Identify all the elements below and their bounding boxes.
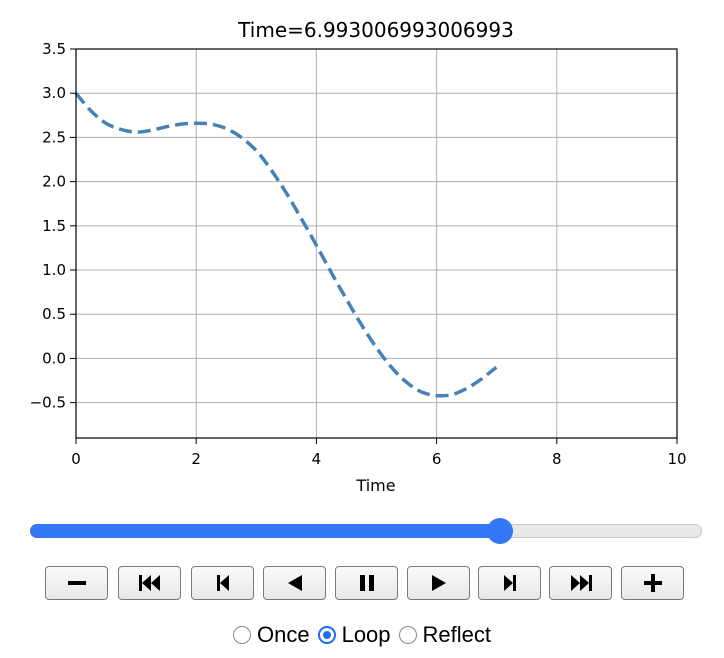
first-frame-icon <box>138 575 160 591</box>
previous-frame-button[interactable] <box>191 566 254 600</box>
pause-icon <box>359 575 374 591</box>
plot-frame <box>75 48 678 439</box>
x-axis-label: Time <box>355 476 395 495</box>
grid-lines <box>75 48 678 438</box>
reflect-radio[interactable] <box>398 626 417 644</box>
y-tick-label: 1.5 <box>42 217 66 235</box>
increase-speed-button[interactable] <box>621 566 684 600</box>
x-tick-label: 8 <box>552 450 562 468</box>
axis-ticks: 0 2 4 6 8 10 −0.5 0.0 0.5 1.0 1.5 2.0 2.5 3.0 3.5 <box>30 40 687 468</box>
loop-label: Loop <box>341 622 391 647</box>
series-line <box>74 92 498 398</box>
mode-reflect[interactable]: Reflect <box>398 622 492 648</box>
loop-radio[interactable] <box>317 626 336 644</box>
chart-figure: Time=6.993006993006993 0 2 4 6 8 10 −0.5 0.0 0.5… <box>30 18 687 495</box>
first-frame-button[interactable] <box>118 566 181 600</box>
decrease-speed-button[interactable] <box>45 566 108 600</box>
play-reverse-button[interactable] <box>263 566 326 600</box>
frame-slider[interactable] <box>30 518 702 544</box>
play-forward-icon <box>431 575 446 591</box>
y-tick-label: 3.0 <box>42 84 66 102</box>
mode-once[interactable]: Once <box>232 622 310 648</box>
minus-icon <box>67 581 86 585</box>
x-tick-label: 6 <box>432 450 442 468</box>
last-frame-icon <box>570 575 592 591</box>
slider-fill <box>30 524 501 538</box>
y-tick-label: 2.5 <box>42 128 66 146</box>
x-tick-label: 2 <box>191 450 201 468</box>
mode-loop[interactable]: Loop <box>317 622 391 648</box>
once-radio[interactable] <box>232 626 251 644</box>
x-tick-label: 0 <box>71 450 81 468</box>
y-tick-label: 1.0 <box>42 261 66 279</box>
y-tick-label: 3.5 <box>42 40 66 58</box>
reflect-label: Reflect <box>422 622 492 647</box>
x-tick-label: 10 <box>667 450 686 468</box>
once-label: Once <box>256 622 310 647</box>
play-forward-button[interactable] <box>407 566 470 600</box>
y-tick-label: 0.5 <box>42 305 66 323</box>
previous-frame-icon <box>216 575 229 591</box>
next-frame-icon <box>503 575 516 591</box>
plus-icon <box>643 574 662 592</box>
pause-button[interactable] <box>335 566 398 600</box>
next-frame-button[interactable] <box>478 566 541 600</box>
play-reverse-icon <box>287 575 302 591</box>
series-layer <box>74 92 498 398</box>
y-tick-label: −0.5 <box>30 394 66 412</box>
last-frame-button[interactable] <box>549 566 612 600</box>
chart-title: Time=6.993006993006993 <box>237 18 514 42</box>
x-tick-label: 4 <box>312 450 322 468</box>
y-tick-label: 2.0 <box>42 173 66 191</box>
slider-thumb[interactable] <box>487 518 514 544</box>
y-tick-label: 0.0 <box>42 349 66 367</box>
playback-controls <box>45 566 685 602</box>
repeat-mode-group: Once Loop Reflect <box>0 619 724 651</box>
